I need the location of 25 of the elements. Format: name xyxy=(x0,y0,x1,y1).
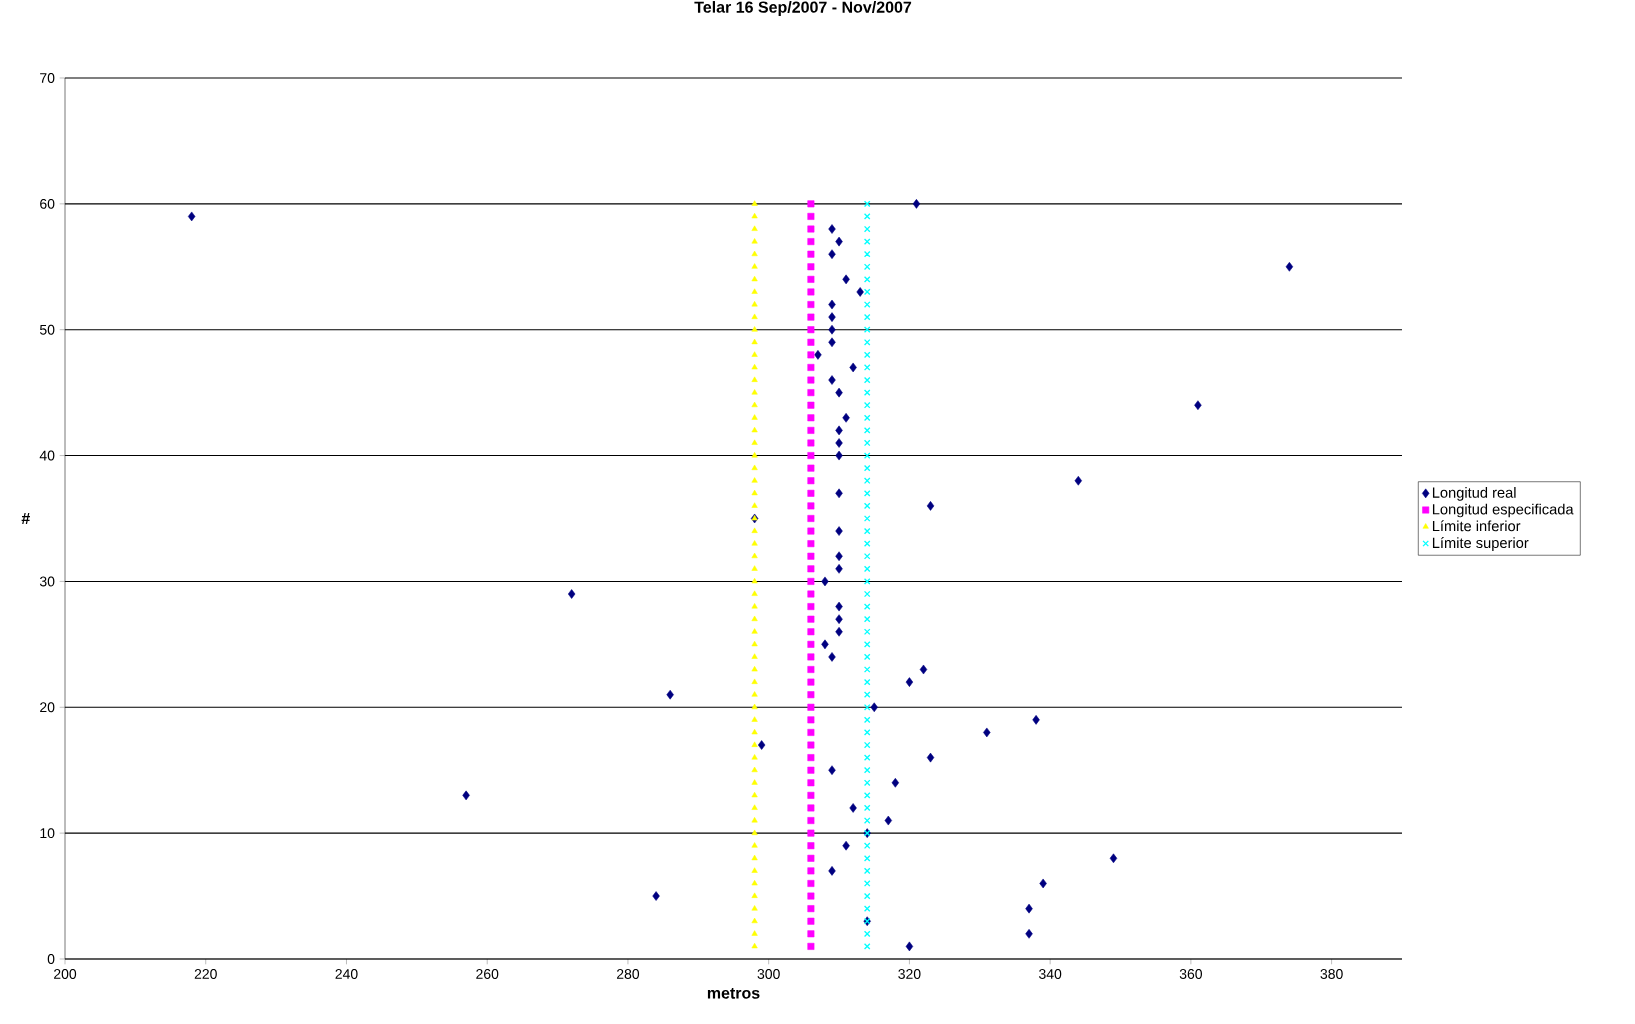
x-tick-label: 240 xyxy=(335,969,358,979)
x-tick-label: 320 xyxy=(898,969,921,979)
x-tick-label: 280 xyxy=(616,969,640,979)
x-tick-label: 200 xyxy=(54,969,77,979)
y-tick-label: 20 xyxy=(40,702,55,713)
y-tick-label: 50 xyxy=(39,324,55,335)
x-tick-label: 300 xyxy=(757,969,780,979)
x-tick-label: 220 xyxy=(194,969,217,979)
y-tick-label: 70 xyxy=(40,73,55,83)
x-tick-label: 360 xyxy=(1179,969,1203,979)
y-tick-label: 40 xyxy=(39,450,55,461)
x-tick-label: 260 xyxy=(476,969,499,979)
x-axis-title: metros xyxy=(707,988,760,999)
y-tick-label: 10 xyxy=(40,828,55,839)
legend-label: Longitud especificada xyxy=(1432,503,1574,518)
legend-label: Longitud real xyxy=(1432,487,1516,501)
x-tick-label: 380 xyxy=(1320,969,1343,979)
chart-title: Telar 16 Sep/2007 - Nov/2007 xyxy=(694,1,912,16)
y-axis-title: # xyxy=(21,513,30,524)
y-tick-label: 30 xyxy=(39,576,55,587)
y-tick-label: 60 xyxy=(40,198,55,209)
legend-label: Límite superior xyxy=(1432,537,1529,551)
x-tick-label: 340 xyxy=(1039,969,1062,979)
legend-label: Límite inferior xyxy=(1432,520,1521,532)
y-tick-label: 0 xyxy=(47,954,55,964)
